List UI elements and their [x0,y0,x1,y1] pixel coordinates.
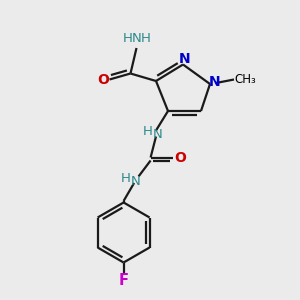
Text: H: H [121,172,130,185]
Text: N: N [153,128,162,141]
Text: O: O [174,151,186,164]
Text: H: H [143,124,152,138]
Text: N: N [131,175,140,188]
Text: CH₃: CH₃ [235,73,256,86]
Text: H: H [141,32,150,45]
Text: N: N [209,76,220,89]
Text: O: O [97,73,109,86]
Text: N: N [132,32,141,45]
Text: H: H [123,32,132,45]
Text: N: N [179,52,190,66]
Text: F: F [118,273,129,288]
